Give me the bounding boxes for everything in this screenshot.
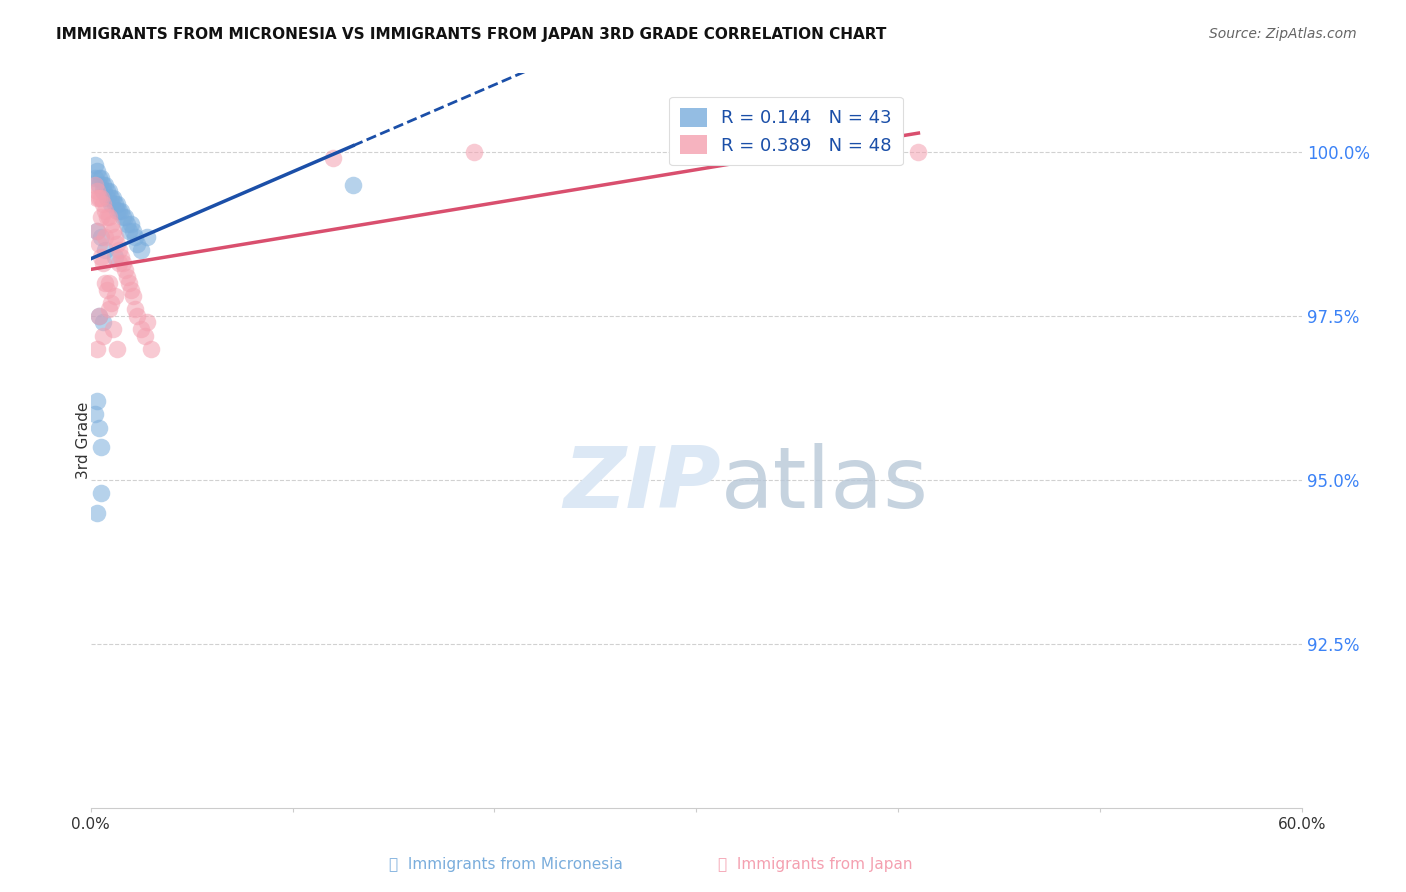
Point (136, 230, 159, 244)
Point (86, 164, 108, 178)
Point (96, 184, 118, 198)
Point (322, 152, 344, 166)
Point (101, 191, 124, 205)
Point (97, 276, 120, 290)
Point (94, 230, 117, 244)
Point (124, 302, 146, 317)
Point (91, 316, 114, 330)
Point (90, 211, 112, 225)
Point (129, 322, 152, 336)
Point (110, 203, 132, 218)
Point (100, 191, 122, 205)
Point (87, 420, 110, 434)
Point (104, 289, 127, 303)
Point (100, 217, 122, 231)
Point (86, 342, 108, 356)
Point (907, 145, 929, 159)
Point (115, 269, 138, 284)
Point (105, 342, 128, 356)
Point (136, 316, 159, 330)
Point (105, 203, 128, 218)
Point (90, 250, 112, 264)
Point (108, 203, 131, 218)
Point (90, 230, 112, 244)
Point (114, 211, 136, 225)
Point (118, 223, 141, 237)
Text: ⬜  Immigrants from Micronesia: ⬜ Immigrants from Micronesia (389, 857, 623, 872)
Point (91, 197, 114, 211)
Point (120, 217, 142, 231)
Point (101, 322, 124, 336)
Point (125, 309, 148, 323)
Point (101, 223, 124, 237)
Text: ZIP: ZIP (562, 443, 720, 526)
Point (105, 197, 128, 211)
Point (129, 244, 152, 258)
Point (134, 328, 156, 343)
Point (124, 230, 146, 244)
Point (104, 250, 127, 264)
Point (94, 203, 117, 218)
Point (90, 486, 112, 500)
Point (125, 236, 148, 251)
Point (122, 223, 145, 237)
Point (105, 236, 128, 251)
Point (86, 506, 108, 520)
Point (100, 197, 122, 211)
Point (87, 236, 110, 251)
Point (87, 309, 110, 323)
Point (120, 283, 142, 297)
Point (115, 217, 138, 231)
Point (97, 302, 120, 317)
Point (91, 178, 114, 192)
Point (104, 197, 127, 211)
Point (463, 145, 485, 159)
Point (87, 171, 110, 186)
Point (87, 178, 110, 192)
Y-axis label: 3rd Grade: 3rd Grade (76, 402, 91, 479)
Point (94, 276, 117, 290)
Point (83, 408, 105, 422)
Point (90, 171, 112, 186)
Point (94, 244, 117, 258)
Text: ⬜  Immigrants from Japan: ⬜ Immigrants from Japan (718, 857, 912, 872)
Legend: R = 0.144   N = 43, R = 0.389   N = 48: R = 0.144 N = 43, R = 0.389 N = 48 (669, 96, 903, 165)
Point (86, 191, 108, 205)
Point (108, 244, 131, 258)
Point (97, 184, 120, 198)
Point (96, 211, 118, 225)
Text: IMMIGRANTS FROM MICRONESIA VS IMMIGRANTS FROM JAPAN 3RD GRADE CORRELATION CHART: IMMIGRANTS FROM MICRONESIA VS IMMIGRANTS… (56, 27, 887, 42)
Point (91, 328, 114, 343)
Point (118, 276, 141, 290)
Text: atlas: atlas (720, 443, 928, 526)
Point (111, 211, 134, 225)
Point (86, 394, 108, 409)
Point (96, 191, 118, 205)
Point (114, 263, 136, 277)
Point (100, 295, 122, 310)
Point (342, 178, 364, 192)
Text: Source: ZipAtlas.com: Source: ZipAtlas.com (1209, 27, 1357, 41)
Point (141, 342, 163, 356)
Point (86, 223, 108, 237)
Point (94, 178, 117, 192)
Point (90, 440, 112, 454)
Point (87, 191, 110, 205)
Point (90, 191, 112, 205)
Point (104, 230, 127, 244)
Point (87, 309, 110, 323)
Point (97, 211, 120, 225)
Point (110, 250, 132, 264)
Point (86, 223, 108, 237)
Point (83, 171, 105, 186)
Point (91, 184, 114, 198)
Point (96, 283, 118, 297)
Point (91, 256, 114, 270)
Point (83, 178, 105, 192)
Point (111, 256, 134, 270)
Point (86, 184, 108, 198)
Point (108, 256, 131, 270)
Point (83, 158, 105, 172)
Point (122, 289, 145, 303)
